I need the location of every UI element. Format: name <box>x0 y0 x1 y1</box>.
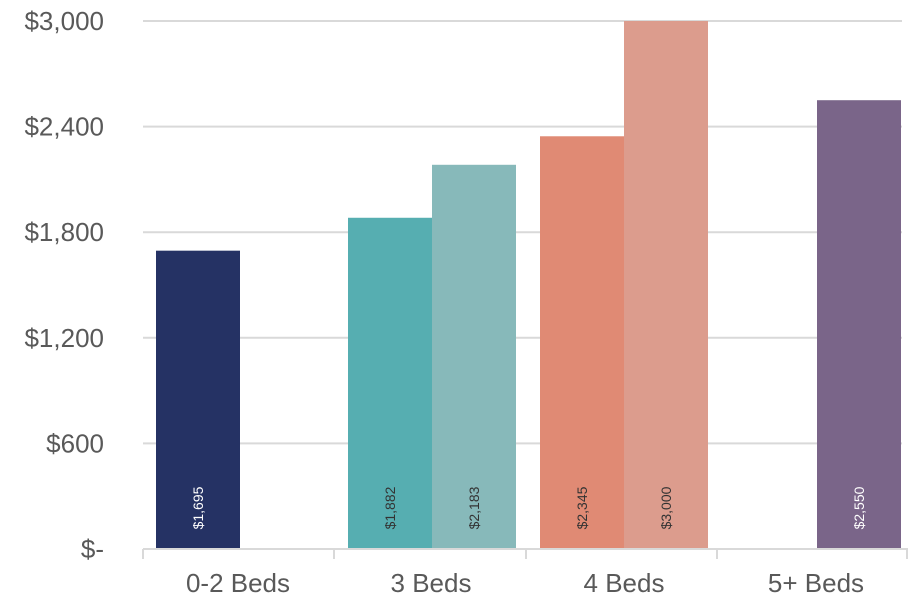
grid-lines <box>143 20 902 445</box>
x-axis <box>142 548 908 559</box>
y-tick-label: $2,400 <box>24 112 104 142</box>
bar <box>817 100 901 549</box>
bar-data-label: $3,000 <box>658 486 674 529</box>
x-category-label: 3 Beds <box>391 568 472 598</box>
bar <box>432 164 516 550</box>
x-axis-category-labels: 0-2 Beds 3 Beds 4 Beds 5+ Beds <box>186 568 864 598</box>
x-category-label: 0-2 Beds <box>186 568 290 598</box>
bar-data-label: $2,183 <box>466 486 482 529</box>
x-category-label: 5+ Beds <box>768 568 864 598</box>
y-tick-label: $1,200 <box>24 323 104 353</box>
bar <box>624 21 708 549</box>
y-tick-label: $600 <box>46 428 104 458</box>
x-category-label: 4 Beds <box>584 568 665 598</box>
bar <box>156 250 240 549</box>
y-tick-label: $3,000 <box>24 6 104 36</box>
bar-data-label: $2,345 <box>574 486 590 529</box>
y-axis-tick-labels: $- $600 $1,200 $1,800 $2,400 $3,000 <box>24 6 104 564</box>
y-tick-label: $1,800 <box>24 217 104 247</box>
bar-data-label: $1,882 <box>382 486 398 529</box>
bar <box>540 136 624 549</box>
data-labels: $1,695 $1,882 $2,183 $2,345 $3,000 $2,550 <box>190 486 867 529</box>
bar-data-label: $2,550 <box>851 486 867 529</box>
bar-data-label: $1,695 <box>190 486 206 529</box>
bar <box>348 217 432 549</box>
bars <box>156 21 901 550</box>
y-tick-label: $- <box>81 534 104 564</box>
